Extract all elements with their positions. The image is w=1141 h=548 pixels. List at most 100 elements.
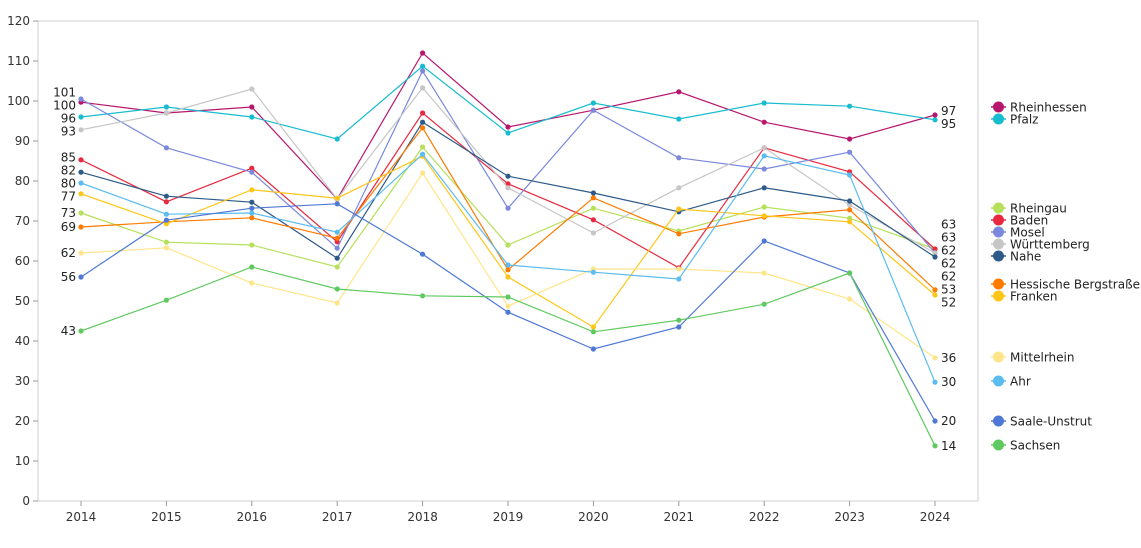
data-point[interactable] xyxy=(505,262,511,268)
data-point[interactable] xyxy=(249,210,255,216)
data-point[interactable] xyxy=(163,217,169,223)
legend-item[interactable]: Mosel xyxy=(991,226,1045,240)
data-point[interactable] xyxy=(761,270,767,276)
data-point[interactable] xyxy=(932,418,938,424)
data-point[interactable] xyxy=(847,149,853,155)
data-point[interactable] xyxy=(505,130,511,136)
data-point[interactable] xyxy=(249,187,255,193)
data-point[interactable] xyxy=(505,185,511,191)
data-point[interactable] xyxy=(334,300,340,306)
data-point[interactable] xyxy=(249,242,255,248)
data-point[interactable] xyxy=(590,230,597,236)
data-point[interactable] xyxy=(932,292,938,298)
data-point[interactable] xyxy=(249,280,255,286)
data-point[interactable] xyxy=(505,303,511,309)
data-point[interactable] xyxy=(334,229,340,235)
data-point[interactable] xyxy=(163,239,169,245)
data-point[interactable] xyxy=(249,86,255,92)
data-point[interactable] xyxy=(932,379,938,385)
data-point[interactable] xyxy=(676,155,682,161)
data-point[interactable] xyxy=(420,63,426,69)
data-point[interactable] xyxy=(78,210,84,216)
data-point[interactable] xyxy=(78,96,84,102)
data-point[interactable] xyxy=(78,169,84,175)
data-point[interactable] xyxy=(249,114,255,120)
data-point[interactable] xyxy=(932,246,938,252)
data-point[interactable] xyxy=(590,329,597,335)
legend-item[interactable]: Pfalz xyxy=(991,113,1038,127)
data-point[interactable] xyxy=(505,294,511,300)
data-point[interactable] xyxy=(505,267,511,273)
data-point[interactable] xyxy=(847,202,853,208)
data-point[interactable] xyxy=(932,250,938,256)
data-point[interactable] xyxy=(505,124,511,130)
data-point[interactable] xyxy=(847,296,853,302)
data-point[interactable] xyxy=(163,145,169,151)
legend-item[interactable]: Rheingau xyxy=(991,202,1067,216)
legend-item[interactable]: Franken xyxy=(991,290,1057,304)
data-point[interactable] xyxy=(334,195,340,201)
data-point[interactable] xyxy=(163,221,169,227)
data-point[interactable] xyxy=(420,144,426,150)
legend-item[interactable]: Saale-Unstrut xyxy=(991,415,1092,429)
data-point[interactable] xyxy=(505,173,511,179)
data-point[interactable] xyxy=(590,217,597,223)
data-point[interactable] xyxy=(420,151,426,157)
data-point[interactable] xyxy=(847,219,853,225)
data-point[interactable] xyxy=(505,242,511,248)
data-point[interactable] xyxy=(590,190,597,196)
data-point[interactable] xyxy=(78,328,84,334)
data-point[interactable] xyxy=(676,317,682,323)
data-point[interactable] xyxy=(676,231,682,237)
data-point[interactable] xyxy=(249,169,255,175)
data-point[interactable] xyxy=(847,172,853,178)
data-point[interactable] xyxy=(847,136,853,142)
data-point[interactable] xyxy=(334,235,340,241)
data-point[interactable] xyxy=(932,443,938,449)
data-point[interactable] xyxy=(249,205,255,211)
data-point[interactable] xyxy=(334,201,340,207)
data-point[interactable] xyxy=(420,110,426,116)
data-point[interactable] xyxy=(676,116,682,122)
data-point[interactable] xyxy=(590,107,597,113)
data-point[interactable] xyxy=(163,193,169,199)
data-point[interactable] xyxy=(334,136,340,142)
data-point[interactable] xyxy=(163,104,169,110)
data-point[interactable] xyxy=(420,251,426,257)
data-point[interactable] xyxy=(761,238,767,244)
data-point[interactable] xyxy=(847,270,853,276)
data-point[interactable] xyxy=(676,206,682,212)
legend-item[interactable]: Ahr xyxy=(991,375,1031,389)
data-point[interactable] xyxy=(249,104,255,110)
data-point[interactable] xyxy=(78,224,84,230)
data-point[interactable] xyxy=(932,112,938,118)
data-point[interactable] xyxy=(420,50,426,56)
data-point[interactable] xyxy=(761,166,767,172)
data-point[interactable] xyxy=(590,324,597,330)
data-point[interactable] xyxy=(590,346,597,352)
data-point[interactable] xyxy=(505,309,511,315)
data-point[interactable] xyxy=(590,100,597,106)
data-point[interactable] xyxy=(334,245,340,251)
legend-item[interactable]: Sachsen xyxy=(991,439,1060,453)
data-point[interactable] xyxy=(590,195,597,201)
legend-item[interactable]: Hessische Bergstraße xyxy=(991,278,1140,292)
data-point[interactable] xyxy=(420,119,426,125)
data-point[interactable] xyxy=(163,199,169,205)
data-point[interactable] xyxy=(847,207,853,213)
data-point[interactable] xyxy=(676,276,682,282)
data-point[interactable] xyxy=(505,205,511,211)
data-point[interactable] xyxy=(761,100,767,106)
data-point[interactable] xyxy=(676,89,682,95)
data-point[interactable] xyxy=(761,153,767,159)
data-point[interactable] xyxy=(761,213,767,219)
data-point[interactable] xyxy=(420,68,426,74)
data-point[interactable] xyxy=(761,204,767,210)
data-point[interactable] xyxy=(163,297,169,303)
data-point[interactable] xyxy=(676,324,682,330)
data-point[interactable] xyxy=(761,185,767,191)
data-point[interactable] xyxy=(505,181,511,187)
data-point[interactable] xyxy=(932,287,938,293)
data-point[interactable] xyxy=(932,117,938,123)
legend-item[interactable]: Baden xyxy=(991,214,1048,228)
